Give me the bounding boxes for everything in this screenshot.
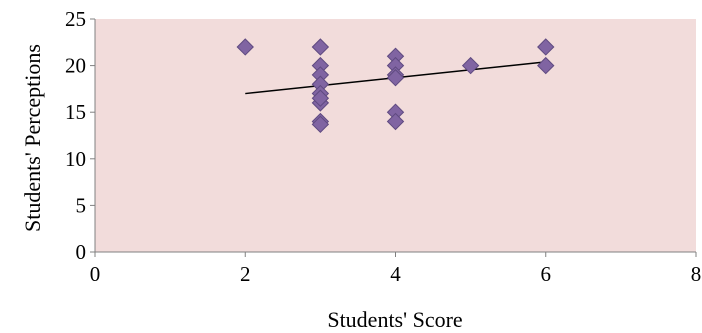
data-point xyxy=(537,56,555,75)
y-axis-ticks: 0 5 10 15 20 25 xyxy=(65,7,95,264)
data-point xyxy=(311,38,330,56)
y-tick-label: 10 xyxy=(65,147,86,171)
x-tick-label: 8 xyxy=(691,262,702,286)
y-tick-label: 20 xyxy=(65,54,86,78)
data-point xyxy=(461,56,480,75)
data-point xyxy=(311,89,330,107)
x-axis-title: Students' Score xyxy=(327,307,462,332)
data-points xyxy=(236,38,555,134)
x-axis-ticks: 0 2 4 6 8 xyxy=(90,252,702,286)
y-tick-label: 25 xyxy=(65,7,86,31)
x-tick-label: 2 xyxy=(240,262,251,286)
x-tick-label: 4 xyxy=(390,262,401,286)
data-point xyxy=(386,112,405,131)
y-axis-title: Students' Perceptions xyxy=(20,44,45,232)
y-tick-label: 0 xyxy=(76,240,87,264)
data-point xyxy=(386,69,405,87)
x-tick-label: 6 xyxy=(541,262,552,286)
x-tick-label: 0 xyxy=(90,262,101,286)
data-point xyxy=(311,115,330,134)
y-tick-label: 5 xyxy=(76,193,87,217)
data-point xyxy=(537,38,555,56)
y-tick-label: 15 xyxy=(65,100,86,124)
data-point xyxy=(236,38,254,56)
